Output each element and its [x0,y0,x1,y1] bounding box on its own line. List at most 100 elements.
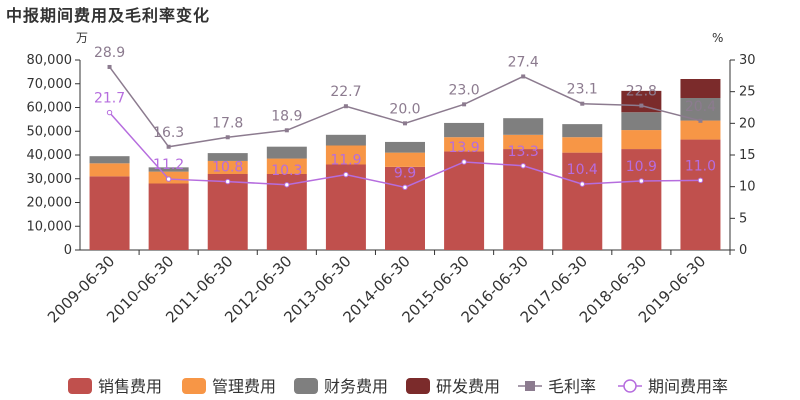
bar-segment [385,166,425,250]
data-label: 10.8 [212,160,243,176]
right-tick-label: 20 [739,116,756,131]
bar-segment [266,146,307,159]
bar-segment [680,139,721,250]
left-tick-label: 0 [64,243,72,258]
bar-segment [325,145,366,165]
legend-swatch [294,378,318,394]
legend-swatch [406,378,430,394]
line-point [343,171,349,178]
line-point [580,101,585,106]
bar-segment [89,163,130,177]
bar-segment [503,134,544,150]
legend-label: 毛利率 [548,377,596,396]
data-label: 11.0 [685,158,716,174]
legend-marker [623,379,637,393]
data-label-layer: 28.9 16.3 17.8 18.9 22.7 20.0 23.0 27.4 23.1 22.8… [94,45,716,181]
data-label: 11.9 [330,153,361,169]
bar-segment [621,90,662,113]
line-point [107,64,112,69]
data-label: 9.9 [394,165,416,181]
line-point [403,121,407,126]
legend-label: 管理费用 [212,377,276,396]
data-label: 10.3 [271,163,302,179]
line-point [284,182,290,188]
right-tick-label: 25 [739,85,756,100]
right-tick-label: 10 [739,180,756,195]
bar-segment [148,183,189,250]
bar-segment [325,164,366,250]
bar-segment [89,156,130,164]
legend: 销售费用 管理费用 财务费用 研发费用 毛利率 期间费用率 [68,377,728,396]
legend-marker [525,381,535,391]
data-label: 23.0 [449,82,480,98]
legend-swatch [182,378,206,394]
bar-segment [562,137,603,153]
data-label: 21.7 [94,91,125,107]
bar-segment [680,98,721,121]
right-tick-label: 0 [739,243,747,258]
bar-segment [680,120,721,140]
line-point [225,178,231,185]
data-label: 11.2 [153,157,184,173]
left-tick-label: 20,000 [27,196,73,211]
line-point [166,144,171,149]
right-tick-label: 15 [739,148,756,163]
legend-label: 研发费用 [436,377,500,396]
bar-segment [444,151,485,250]
bar-segment [444,137,485,152]
bar-segment [621,130,662,150]
bar-segment [385,152,425,167]
line-point [225,135,230,140]
data-label: 16.3 [153,125,184,141]
left-tick-label: 30,000 [27,172,73,187]
legend-swatch [68,378,92,394]
left-tick-label: 40,000 [27,148,73,163]
data-label: 28.9 [94,45,125,61]
left-tick-label: 80,000 [27,53,73,68]
left-tick-label: 70,000 [27,77,73,92]
bar-segment [207,153,248,161]
legend-label: 期间费用率 [648,377,728,396]
bar-segment [621,112,662,131]
legend-label: 财务费用 [324,377,388,396]
bar-segment [562,124,603,138]
bar-segment [266,158,307,174]
line-point [521,74,526,79]
line-point [639,103,644,108]
line-point [520,163,526,169]
legend-label: 销售费用 [98,377,162,396]
bar-segment [680,79,721,98]
bar-segment [444,122,485,138]
right-tick-label: 5 [739,211,747,226]
line-point [698,118,703,123]
line-point [343,104,348,109]
bar-segment [148,167,189,172]
bar-segment [385,141,425,153]
bar-segment [207,174,248,250]
data-label: 20.0 [389,101,420,117]
line-point [284,128,289,133]
data-label: 13.3 [508,144,539,160]
line-point [402,184,408,191]
bar-segment [89,176,130,250]
line-layer [106,64,704,191]
data-label: 18.9 [271,108,302,124]
data-label: 23.1 [567,82,598,98]
right-tick-label: 30 [739,53,756,68]
data-label: 20.4 [685,99,716,115]
line-point [579,181,585,187]
left-tick-label: 60,000 [27,101,73,116]
bar-segment [207,160,248,174]
data-label: 22.8 [626,84,657,100]
left-tick-label: 50,000 [27,124,73,139]
data-label: 27.4 [508,54,539,70]
bar-segment [562,152,603,250]
left-axis-unit: 万 [76,31,88,45]
line-point [697,177,704,184]
data-label: 17.8 [212,115,243,131]
line-point [638,178,645,184]
right-axis-unit: % [712,31,723,45]
line-point [462,102,467,107]
data-label: 22.7 [330,84,361,100]
